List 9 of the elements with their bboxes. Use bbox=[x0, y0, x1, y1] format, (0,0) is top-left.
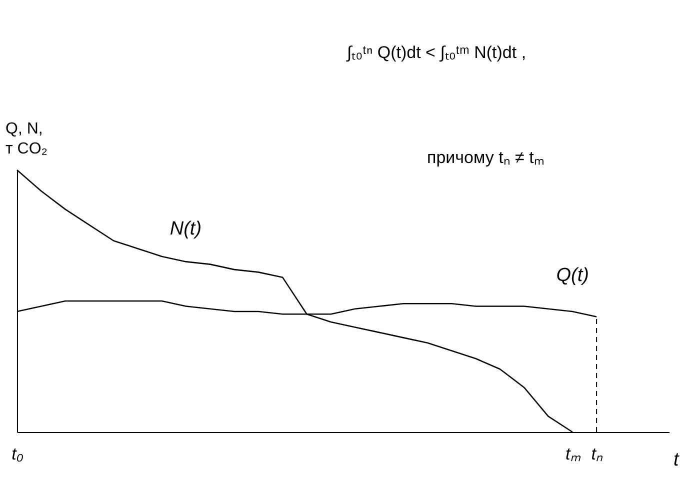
y-axis-title: Q, N, т CO₂ bbox=[6, 120, 48, 158]
x-tick-label: t₀ bbox=[12, 444, 24, 464]
x-tick-label: tₙ bbox=[591, 444, 603, 464]
x-axis-title: t bbox=[674, 450, 680, 470]
x-tick-label: tₘ bbox=[566, 444, 582, 464]
series-label: N(t) bbox=[170, 218, 202, 240]
series-label: Q(t) bbox=[556, 264, 589, 286]
text: ∫ₜ₀ᵗⁿ Q(t)dt < ∫ₜ₀ᵗᵐ N(t)dt , bbox=[346, 43, 526, 62]
text: причому tₙ ≠ tₘ bbox=[427, 148, 544, 167]
